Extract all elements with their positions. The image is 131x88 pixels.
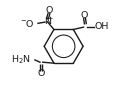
- Text: H$_2$N: H$_2$N: [11, 53, 31, 66]
- Text: O: O: [37, 69, 45, 78]
- Text: O: O: [81, 11, 88, 20]
- Text: $^{-}$O: $^{-}$O: [20, 18, 35, 29]
- Text: +: +: [47, 16, 52, 22]
- Text: O: O: [45, 6, 53, 15]
- Text: OH: OH: [95, 22, 109, 31]
- Text: N: N: [44, 17, 51, 26]
